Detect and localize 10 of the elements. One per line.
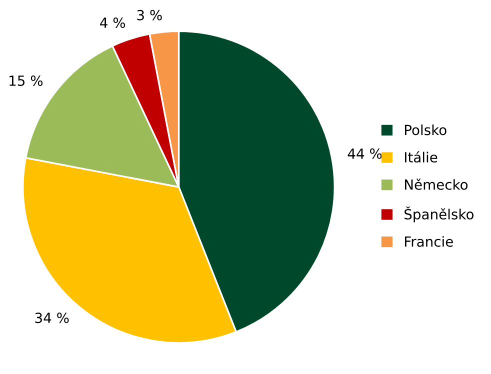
legend-label: Španělsko [404,206,474,222]
data-label: 4 % [100,17,126,28]
legend-label: Itálie [404,151,438,163]
legend-label: Německo [404,178,468,190]
legend-label: Francie [404,236,453,247]
data-label: 15 % [10,75,43,86]
data-label: 3 % [137,10,162,20]
data-label: 34 % [35,312,69,324]
legend-label: Polsko [404,124,446,136]
data-label: 44 % [348,148,382,159]
